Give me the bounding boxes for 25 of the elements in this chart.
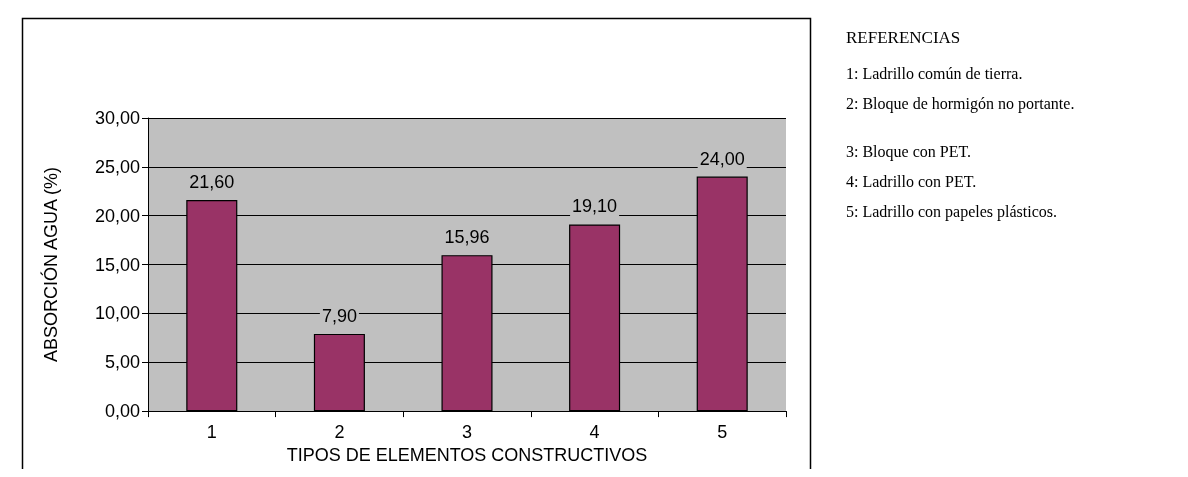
text: 4: Ladrillo con PET. (846, 173, 977, 190)
text: 3: Bloque con PET. (846, 143, 972, 161)
text: REFERENCIAS (846, 28, 961, 47)
data-label: 19,10 (572, 196, 618, 217)
x-tick-label: 5 (717, 422, 728, 443)
y-tick-label: 10,00 (94, 303, 140, 324)
y-tick-label: 30,00 (94, 108, 140, 128)
x-axis-title: TIPOS DE ELEMENTOS CONSTRUCTIVOS (286, 445, 648, 465)
x-tick-label: 2 (334, 422, 345, 443)
data-label: 21,60 (189, 172, 235, 193)
y-axis-title: ABSORCIÓN AGUA (%) (40, 167, 61, 363)
data-label: 7,90 (321, 305, 357, 326)
x-tick-label: 3 (461, 422, 473, 443)
x-tick-label: 1 (206, 422, 217, 443)
y-tick-label: 15,00 (94, 254, 140, 275)
data-label: 15,96 (444, 227, 490, 248)
y-tick-label: 0,00 (104, 401, 140, 422)
x-tick-label: 4 (589, 422, 600, 443)
text: 2: Bloque de hormigón no portante. (846, 95, 1075, 113)
data-label: 24,00 (699, 148, 745, 169)
y-tick-label: 5,00 (104, 352, 140, 373)
text: 5: Ladrillo con papeles plásticos. (846, 203, 1058, 221)
text: 1: Ladrillo común de tierra. (846, 65, 1023, 82)
y-tick-label: 25,00 (94, 156, 140, 177)
y-tick-label: 20,00 (94, 205, 140, 226)
